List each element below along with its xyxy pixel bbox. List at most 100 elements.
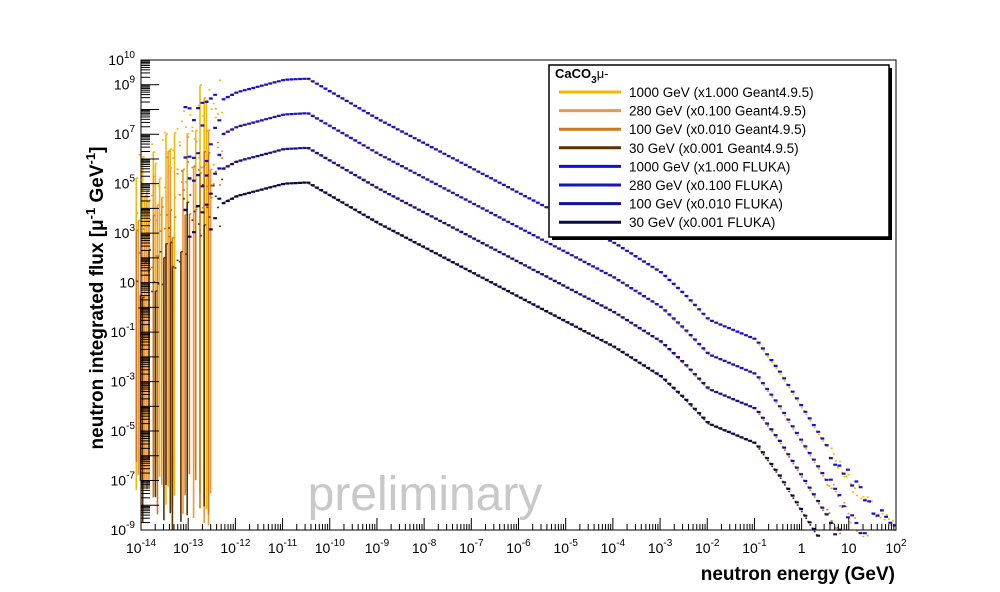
y-tick-label-base: 10 [108,52,124,68]
series-path [183,181,821,537]
x-tick-label-exponent: -3 [663,538,672,549]
y-tick-label-exponent: 7 [129,124,135,135]
y-tick-label-base: 10 [114,126,130,142]
x-tick-label-base: 10 [742,540,758,556]
y-axis-label: neutron integrated flux [μ-1 GeV-1] [83,147,108,450]
y-tick-label-exponent: -9 [126,520,135,531]
y-label-exp1: -1 [83,208,98,220]
x-tick-label-base: 10 [601,540,617,556]
x-tick-label-base: 10 [695,540,711,556]
y-tick-label-base: 10 [114,77,130,93]
x-tick-label-base: 10 [220,540,236,556]
y-tick-label: 10-7 [111,471,136,489]
x-tick-label: 10-12 [220,538,250,556]
x-tick-label: 10-6 [506,538,531,556]
x-tick-label-base: 10 [506,540,522,556]
x-tick-label-exponent: -14 [142,538,157,549]
y-tick-label-exponent: 10 [124,50,136,61]
legend-label: 100 GeV (x0.010 Geant4.9.5) [629,122,806,137]
legend-entry: 280 GeV (x0.100 FLUKA) [559,178,783,193]
y-tick-label-base: 10 [111,473,127,489]
x-tick-label: 10 [841,540,857,556]
x-tick-label-base: 1 [798,540,806,556]
legend-entry: 30 GeV (x0.001 Geant4.9.5) [559,141,799,156]
y-tick-label: 10-1 [111,322,136,340]
x-tick-label: 10-2 [695,538,720,556]
y-tick-label-base: 10 [119,275,135,291]
watermark-preliminary: preliminary [308,468,543,521]
y-tick-label: 103 [114,223,136,241]
legend-title: CaCO3μ- [555,66,609,86]
x-tick-label: 10-14 [126,538,156,556]
legend: CaCO3μ- 1000 GeV (x1.000 Geant4.9.5) 280 G… [548,64,892,240]
x-tick-label-base: 10 [841,540,857,556]
x-tick-label-base: 10 [648,540,664,556]
legend-entry: 1000 GeV (x1.000 Geant4.9.5) [559,85,814,100]
x-tick-label: 10-8 [412,538,437,556]
y-tick-label-exponent: -7 [126,471,135,482]
x-tick-label-exponent: -6 [522,538,531,549]
x-tick-label: 10-5 [553,538,578,556]
x-tick-label-base: 10 [459,540,475,556]
y-tick-label: 10 [119,275,135,291]
x-tick-label: 10-13 [173,538,203,556]
legend-label: 280 GeV (x0.100 Geant4.9.5) [629,104,806,119]
legend-label: 1000 GeV (x1.000 Geant4.9.5) [629,85,814,100]
x-tick-label-base: 10 [268,540,284,556]
y-tick-label-base: 10 [111,522,127,538]
y-tick-label-exponent: -1 [126,322,135,333]
x-tick-label: 102 [885,538,907,556]
x-tick-label-base: 10 [365,540,381,556]
x-tick-label: 10-9 [365,538,390,556]
x-tick-label-exponent: -13 [189,538,204,549]
x-tick-label-exponent: -11 [283,538,297,549]
legend-entry: 280 GeV (x0.100 Geant4.9.5) [559,104,806,119]
x-tick-label-base: 10 [173,540,189,556]
legend-box [548,64,890,238]
legend-title-sub: 3 [591,75,597,86]
x-tick-label-base: 10 [412,540,428,556]
x-tick-label-base: 10 [126,540,142,556]
y-tick-label: 105 [114,174,136,192]
x-tick-label-exponent: -4 [616,538,625,549]
x-axis: 10-14 10-13 10-12 10-11 10-10 10-9 10-8 10-7 10-… [126,518,907,556]
y-tick-label-exponent: 9 [129,75,135,86]
x-tick-label-exponent: -2 [711,538,720,549]
y-tick-label-exponent: -5 [126,421,135,432]
x-tick-label-base: 10 [315,540,331,556]
y-tick-label-base: 10 [114,225,130,241]
x-tick-label-base: 10 [553,540,569,556]
y-tick-label: 107 [114,124,136,142]
legend-label: 30 GeV (x0.001 Geant4.9.5) [629,141,799,156]
y-label-mu: μ [87,219,108,231]
y-tick-label: 1010 [108,50,135,68]
legend-label: 100 GeV (x0.010 FLUKA) [629,197,783,212]
y-tick-label-base: 10 [111,324,127,340]
y-tick-label: 109 [114,75,136,93]
x-axis-label: neutron energy (GeV) [701,564,895,585]
x-tick-label-exponent: -12 [236,538,251,549]
x-tick-label-exponent: 2 [901,538,907,549]
x-tick-label-exponent: -8 [427,538,436,549]
y-tick-label-base: 10 [111,423,127,439]
x-tick-label-base: 10 [885,540,901,556]
y-tick-label: 10-3 [111,372,136,390]
y-tick-label-base: 10 [114,176,130,192]
x-tick-label-exponent: -9 [380,538,389,549]
y-label-gev: GeV [87,164,108,208]
legend-title-particle: μ- [597,66,609,81]
y-tick-label-exponent: 3 [129,223,135,234]
x-tick-label: 1 [798,540,806,556]
y-tick-label: 10-5 [111,421,136,439]
series-280-gev-x0-100-fluka- [183,112,867,535]
legend-label: 280 GeV (x0.100 FLUKA) [629,178,783,193]
legend-entry: 30 GeV (x0.001 FLUKA) [559,215,775,230]
x-tick-label: 10-11 [268,538,298,556]
series-30-gev-x0-001-fluka- [183,181,821,537]
x-tick-label-exponent: -5 [569,538,578,549]
y-tick-label: 10-9 [111,520,136,538]
x-tick-label: 10-3 [648,538,673,556]
y-label-close: ] [87,147,108,153]
y-tick-label-exponent: -3 [126,372,135,383]
